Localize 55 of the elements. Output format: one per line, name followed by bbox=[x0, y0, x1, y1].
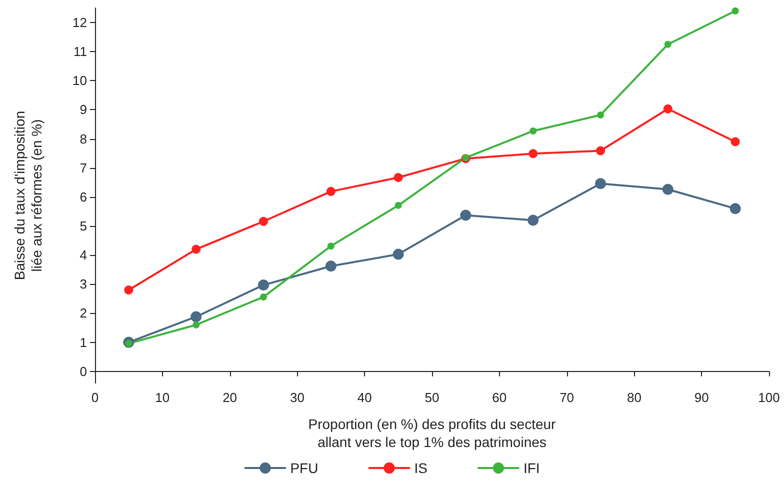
y-tick-label: 3 bbox=[80, 276, 87, 292]
x-tick-label: 10 bbox=[155, 390, 170, 405]
y-tick-label: 4 bbox=[80, 248, 87, 263]
x-tick-label: 80 bbox=[626, 390, 642, 405]
point bbox=[124, 285, 134, 294]
point bbox=[730, 137, 740, 146]
x-tick-label: 30 bbox=[290, 390, 304, 405]
y-tick-label: 5 bbox=[80, 218, 87, 234]
point bbox=[732, 7, 739, 14]
x-tick-label: 40 bbox=[357, 390, 372, 405]
y-tick-label: 7 bbox=[80, 160, 87, 176]
point bbox=[595, 178, 606, 190]
y-tick-label: 9 bbox=[80, 102, 87, 118]
point bbox=[530, 127, 537, 134]
point bbox=[192, 321, 200, 328]
point bbox=[664, 40, 672, 48]
point bbox=[596, 146, 605, 156]
y-tick-label: 8 bbox=[80, 131, 87, 146]
point bbox=[394, 172, 403, 182]
y-tick-label: 10 bbox=[72, 73, 87, 88]
y-tick-label: 11 bbox=[74, 44, 87, 60]
x-tick-label: 70 bbox=[560, 390, 574, 405]
x-tick-label: 50 bbox=[424, 390, 440, 405]
y-tick-label: 6 bbox=[80, 189, 87, 204]
x-tick-label: 100 bbox=[758, 390, 780, 405]
y-tick-label: 1 bbox=[80, 334, 87, 350]
point bbox=[662, 184, 674, 195]
point bbox=[528, 149, 538, 158]
y-tick-label: 12 bbox=[72, 15, 87, 30]
x-tick-label: 60 bbox=[492, 390, 507, 405]
point bbox=[392, 248, 404, 260]
point bbox=[730, 203, 741, 214]
point bbox=[663, 104, 672, 114]
y-tick-label: 0 bbox=[80, 364, 87, 379]
point bbox=[190, 311, 202, 322]
legend-label: PFU bbox=[290, 460, 318, 476]
point bbox=[327, 242, 334, 250]
x-tick-label: 0 bbox=[91, 390, 99, 405]
point bbox=[259, 216, 268, 226]
point bbox=[325, 260, 336, 272]
point bbox=[260, 293, 267, 300]
legend-label: IS bbox=[414, 460, 428, 476]
x-axis-title: Proportion (en %) des profits du secteur allant vers le top 1% des patrimoines bbox=[308, 416, 556, 450]
legend-label: IFI bbox=[523, 460, 540, 476]
y-axis-title: Baisse du taux d'imposition liée aux réformes (en %) bbox=[12, 110, 44, 280]
point bbox=[597, 111, 604, 118]
point bbox=[460, 210, 472, 221]
point bbox=[394, 202, 402, 209]
point bbox=[528, 214, 539, 226]
y-tick-label: 2 bbox=[80, 306, 87, 321]
point bbox=[258, 280, 269, 291]
x-tick-label: 20 bbox=[222, 390, 238, 405]
point bbox=[192, 244, 201, 254]
x-tick-label: 90 bbox=[694, 390, 709, 405]
point bbox=[326, 186, 336, 196]
